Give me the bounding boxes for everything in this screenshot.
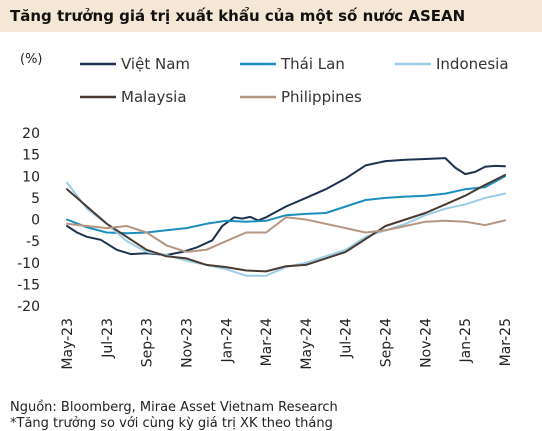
legend-label: Việt Nam: [121, 55, 190, 73]
x-tick-label: Sep-24: [379, 318, 395, 367]
chart-title-bar: Tăng trưởng giá trị xuất khẩu của một số…: [0, 0, 542, 32]
chart-legend: Việt Nam Thái Lan Indonesia Malaysia Philipp…: [80, 55, 509, 106]
y-tick-label: -20: [17, 299, 40, 315]
series-line-4: [66, 174, 506, 273]
x-tick-label: Nov-23: [179, 318, 195, 368]
source-note: Nguồn: Bloomberg, Mirae Asset Vietnam Re…: [10, 400, 338, 415]
series-line-1: [66, 157, 506, 256]
series-line-5: [66, 216, 506, 253]
series-group: [66, 157, 506, 277]
y-tick-label: -5: [26, 234, 40, 250]
y-unit-label: (%): [20, 52, 43, 67]
chart-title: Tăng trưởng giá trị xuất khẩu của một số…: [10, 7, 466, 25]
series-line-3: [66, 181, 506, 277]
x-tick-label: Sep-23: [140, 318, 156, 367]
y-axis: 20 15 10 5 0 -5 -10 -15 -20: [17, 126, 40, 315]
x-tick-label: Jul-23: [100, 318, 116, 359]
legend-label: Indonesia: [436, 55, 509, 73]
y-tick-label: 15: [22, 148, 40, 164]
x-tick-label: Jan-24: [219, 318, 235, 364]
y-tick-label: -10: [17, 256, 40, 272]
x-tick-label: May-23: [60, 318, 76, 370]
x-axis: May-23 Jul-23 Sep-23 Nov-23 Jan-24 Mar-24 May-…: [60, 318, 514, 370]
x-tick-label: Nov-24: [418, 318, 434, 368]
y-tick-label: 5: [31, 191, 40, 207]
y-tick-label: -15: [17, 277, 40, 293]
y-tick-label: 0: [31, 213, 40, 229]
series-line-2: [66, 175, 506, 235]
legend-label: Thái Lan: [280, 55, 345, 73]
x-tick-label: May-24: [299, 318, 315, 370]
footnote: *Tăng trưởng so với cùng kỳ giá trị XK t…: [10, 416, 333, 431]
legend-label: Philippines: [281, 88, 362, 106]
x-tick-label: Jan-25: [458, 318, 474, 363]
x-tick-label: Mar-25: [498, 318, 514, 366]
y-tick-label: 20: [22, 126, 40, 142]
x-tick-label: Mar-24: [259, 318, 275, 366]
legend-label: Malaysia: [121, 88, 187, 106]
x-tick-label: Jul-24: [339, 318, 355, 359]
y-tick-label: 10: [22, 169, 40, 185]
